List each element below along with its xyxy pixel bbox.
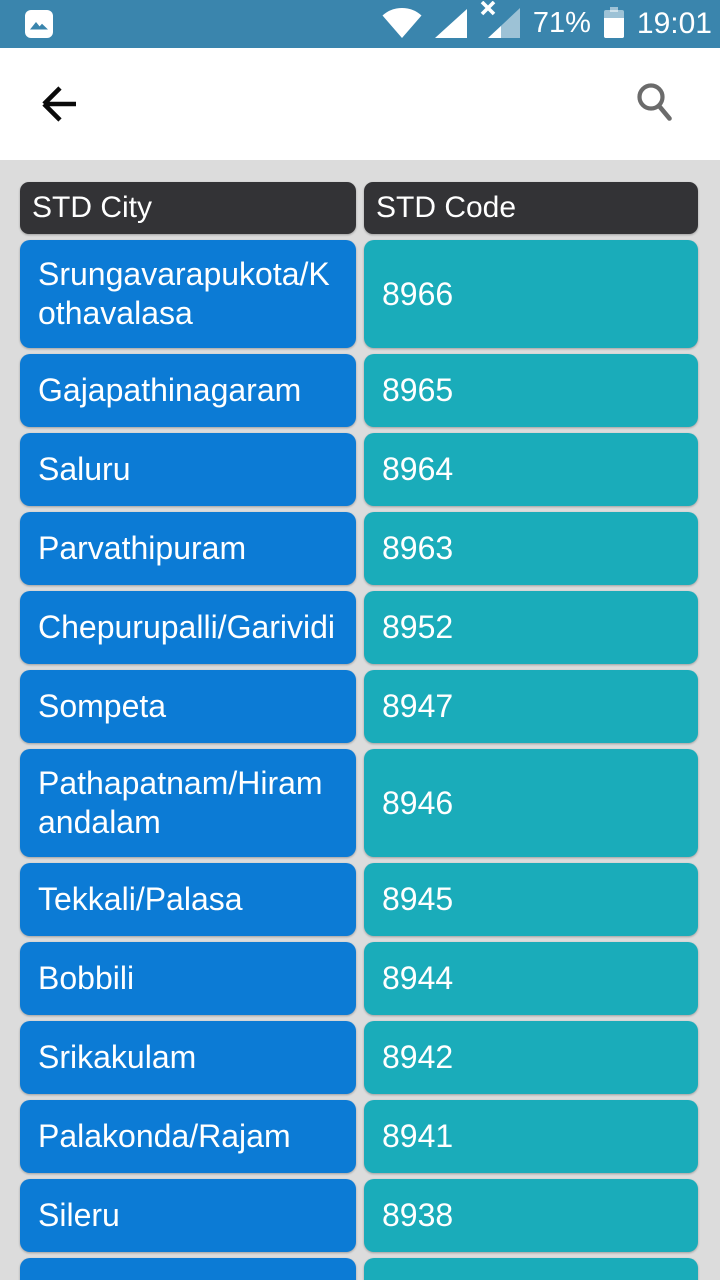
std-city-label: Sileru: [38, 1197, 120, 1233]
column-header-label: STD City: [32, 191, 152, 224]
search-button[interactable]: [630, 80, 678, 128]
std-city-cell[interactable]: Palakonda/Rajam: [20, 1100, 356, 1173]
std-city-label: Gajapathinagaram: [38, 372, 302, 408]
std-city-label: Saluru: [38, 451, 131, 487]
std-code-cell[interactable]: 8945: [364, 863, 698, 936]
std-code-cell[interactable]: 8952: [364, 591, 698, 664]
std-city-cell[interactable]: Gajapathinagaram: [20, 354, 356, 427]
std-code-cell[interactable]: 8963: [364, 512, 698, 585]
signal-sim2-x-icon: [480, 1, 520, 38]
content-area: STD City STD Code Srungavarapukota/Kotha…: [0, 160, 720, 1280]
std-code-cell[interactable]: 8941: [364, 1100, 698, 1173]
status-bar: 71% 19:01: [0, 0, 720, 48]
std-code-cell[interactable]: 8938: [364, 1179, 698, 1252]
signal-sim1-icon: [434, 9, 467, 38]
status-bar-indicators: 71% 19:01: [382, 1, 712, 47]
std-city-cell[interactable]: Saluru: [20, 433, 356, 506]
std-city-label: Srikakulam: [38, 1039, 197, 1075]
std-code-label: 8952: [382, 609, 454, 645]
std-city-label: Tekkali/Palasa: [38, 881, 243, 917]
std-code-label: 8941: [382, 1118, 454, 1154]
std-code-cell[interactable]: 8964: [364, 433, 698, 506]
std-city-cell[interactable]: [20, 1258, 356, 1280]
std-code-cell[interactable]: 8944: [364, 942, 698, 1015]
std-city-cell[interactable]: Tekkali/Palasa: [20, 863, 356, 936]
std-city-cell[interactable]: Parvathipuram: [20, 512, 356, 585]
std-table: STD City STD Code Srungavarapukota/Kotha…: [20, 182, 698, 1280]
std-code-label: 8947: [382, 688, 454, 724]
std-city-label: Palakonda/Rajam: [38, 1118, 291, 1154]
std-code-cell[interactable]: 8942: [364, 1021, 698, 1094]
std-city-cell[interactable]: Pathapatnam/Hiramandalam: [20, 749, 356, 857]
std-code-label: 8942: [382, 1039, 454, 1075]
column-header-std-code: STD Code: [364, 182, 698, 234]
app-bar: [0, 48, 720, 160]
std-code-label: 8964: [382, 451, 454, 487]
std-code-label: 8966: [382, 275, 454, 312]
std-code-label: 8944: [382, 960, 454, 996]
std-city-label: Pathapatnam/Hiramandalam: [38, 765, 323, 840]
std-code-cell[interactable]: 8946: [364, 749, 698, 857]
battery-icon: [603, 7, 624, 38]
std-city-label: Bobbili: [38, 960, 135, 996]
std-code-cell[interactable]: 8947: [364, 670, 698, 743]
std-city-cell[interactable]: Chepurupalli/Garividi: [20, 591, 356, 664]
std-code-cell[interactable]: 8966: [364, 240, 698, 348]
std-code-label: 8938: [382, 1197, 454, 1233]
std-code-label: 8945: [382, 881, 454, 917]
std-code-label: 8965: [382, 372, 454, 408]
std-city-label: Sompeta: [38, 688, 167, 724]
back-button[interactable]: [34, 80, 82, 128]
std-city-label: Srungavarapukota/Kothavalasa: [38, 256, 330, 331]
std-city-cell[interactable]: Bobbili: [20, 942, 356, 1015]
search-icon: [630, 80, 678, 128]
std-city-cell[interactable]: Sileru: [20, 1179, 356, 1252]
arrow-left-icon: [34, 80, 82, 128]
std-code-label: 8946: [382, 784, 454, 821]
clock-label: 19:01: [636, 7, 712, 40]
std-city-label: Chepurupalli/Garividi: [38, 609, 336, 645]
battery-percent-label: 71%: [532, 7, 591, 39]
std-city-cell[interactable]: Sompeta: [20, 670, 356, 743]
column-header-std-city: STD City: [20, 182, 356, 234]
std-code-label: 8963: [382, 530, 454, 566]
std-city-label: Parvathipuram: [38, 530, 247, 566]
wifi-icon: [382, 7, 422, 38]
std-city-cell[interactable]: Srungavarapukota/Kothavalasa: [20, 240, 356, 348]
column-header-label: STD Code: [376, 191, 517, 224]
std-code-cell[interactable]: [364, 1258, 698, 1280]
std-code-cell[interactable]: 8965: [364, 354, 698, 427]
std-city-cell[interactable]: Srikakulam: [20, 1021, 356, 1094]
gallery-notification-icon: [24, 9, 54, 39]
